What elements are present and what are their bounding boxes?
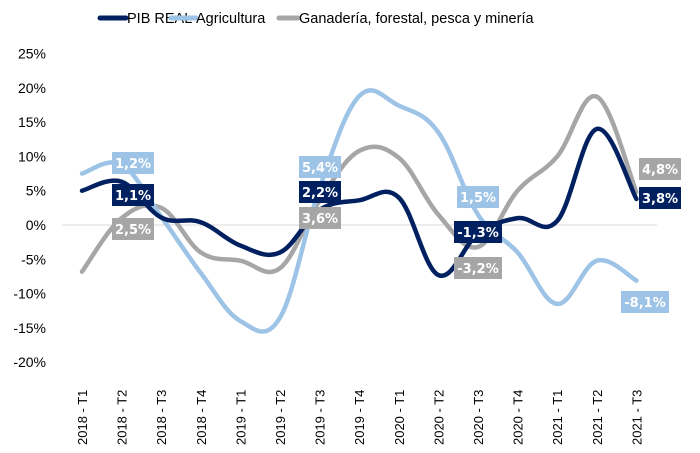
x-tick-label: 2019 - T4 [352, 390, 367, 445]
data-label-text: 4,8% [642, 163, 678, 178]
data-label-text: 3,8% [642, 192, 678, 207]
data-label-text: 1,1% [115, 189, 151, 204]
data-label-text: 1,2% [115, 157, 151, 172]
x-tick-label: 2020 - T1 [392, 390, 407, 445]
series-line-ganadería [79, 94, 639, 275]
data-label: 1,5% [457, 186, 499, 208]
data-label: 3,8% [639, 187, 681, 209]
legend-label-ganaderia: Ganadería, forestal, pesca y minería [299, 11, 534, 27]
data-label-box [112, 218, 154, 240]
x-tick-label: 2020 - T4 [511, 390, 526, 445]
data-label: 2,2% [299, 181, 341, 203]
data-label: -8,1% [621, 291, 669, 313]
data-label-text: -3,2% [457, 262, 498, 277]
data-label-box [621, 291, 669, 313]
y-tick-label: 20% [18, 80, 46, 96]
data-label: -1,3% [454, 221, 502, 243]
x-tick-label: 2021 - T2 [590, 390, 605, 445]
y-tick-label: -10% [13, 286, 46, 302]
x-tick-label: 2020 - T3 [471, 390, 486, 445]
data-label-text: 5,4% [302, 161, 338, 176]
y-tick-label: 0% [26, 217, 46, 233]
y-tick-label: -15% [13, 320, 46, 336]
legend-label-agricultura: Agricultura [196, 11, 266, 27]
x-tick-label: 2018 - T3 [154, 390, 169, 445]
legend-label-pib-real: PIB REAL [127, 11, 192, 27]
legend-item-ganaderia: Ganadería, forestal, pesca y minería [276, 11, 534, 27]
data-label: 3,6% [299, 207, 341, 229]
data-label-box [639, 158, 681, 180]
legend: PIB REAL Agricultura Ganadería, forestal… [97, 11, 534, 27]
data-label-text: 1,5% [460, 191, 496, 206]
data-label-box [639, 187, 681, 209]
data-label-box [457, 186, 499, 208]
x-tick-label: 2019 - T2 [273, 390, 288, 445]
y-tick-label: 5% [26, 183, 46, 199]
data-label-box [454, 221, 502, 243]
data-label-box [112, 152, 154, 174]
x-axis: 2018 - T1 2018 - T2 2018 - T3 2018 - T4 2019… [75, 390, 644, 445]
series-line-agricultura [79, 88, 639, 334]
x-tick-label: 2018 - T2 [115, 390, 130, 445]
data-label-text: -1,3% [457, 226, 498, 241]
x-tick-label: 2018 - T4 [194, 390, 209, 445]
data-label-box [299, 156, 341, 178]
y-axis: 25% 20% 15% 10% 5% 0% -5% -10% -15% -20% [13, 46, 46, 371]
data-label: 1,1% [112, 184, 154, 206]
data-label-text: 2,2% [302, 186, 338, 201]
y-tick-label: -20% [13, 354, 46, 370]
legend-item-pib-real: PIB REAL [97, 11, 192, 27]
x-tick-label: 2021 - T1 [550, 390, 565, 445]
data-label-text: 2,5% [115, 223, 151, 238]
data-label-box [299, 207, 341, 229]
x-tick-label: 2019 - T3 [313, 390, 328, 445]
x-tick-label: 2020 - T2 [431, 390, 446, 445]
data-label: -3,2% [454, 257, 502, 279]
data-labels: 1,1% 2,2% -1,3% 3,8% 1,2% 5,4% 1,5% -8,1% 2,5% 3,… [112, 152, 681, 313]
series-line-pib [79, 126, 639, 278]
y-tick-label: -5% [21, 251, 46, 267]
data-label: 2,5% [112, 218, 154, 240]
data-label-box [454, 257, 502, 279]
y-tick-label: 10% [18, 148, 46, 164]
x-tick-label: 2018 - T1 [75, 390, 90, 445]
data-label: 4,8% [639, 158, 681, 180]
data-label-box [112, 184, 154, 206]
data-label: 1,2% [112, 152, 154, 174]
y-tick-label: 15% [18, 114, 46, 130]
data-label-text: -8,1% [624, 296, 665, 311]
y-tick-label: 25% [18, 46, 46, 62]
data-label-box [299, 181, 341, 203]
data-label: 5,4% [299, 156, 341, 178]
series-lines [79, 88, 639, 334]
x-tick-label: 2021 - T3 [629, 390, 644, 445]
data-label-text: 3,6% [302, 212, 338, 227]
legend-item-agricultura: Agricultura [168, 11, 266, 27]
x-tick-label: 2019 - T1 [233, 390, 248, 445]
